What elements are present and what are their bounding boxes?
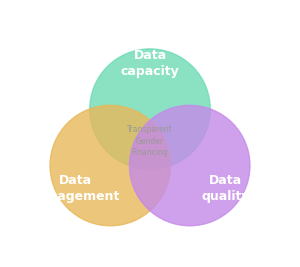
- Circle shape: [90, 49, 210, 169]
- Circle shape: [130, 105, 250, 226]
- Text: Data
engagement: Data engagement: [32, 174, 120, 203]
- Text: Transparent
Gender
Financing: Transparent Gender Financing: [127, 125, 173, 158]
- Text: Data
capacity: Data capacity: [121, 49, 179, 77]
- Text: Data
quality: Data quality: [201, 174, 250, 203]
- Circle shape: [50, 105, 170, 226]
